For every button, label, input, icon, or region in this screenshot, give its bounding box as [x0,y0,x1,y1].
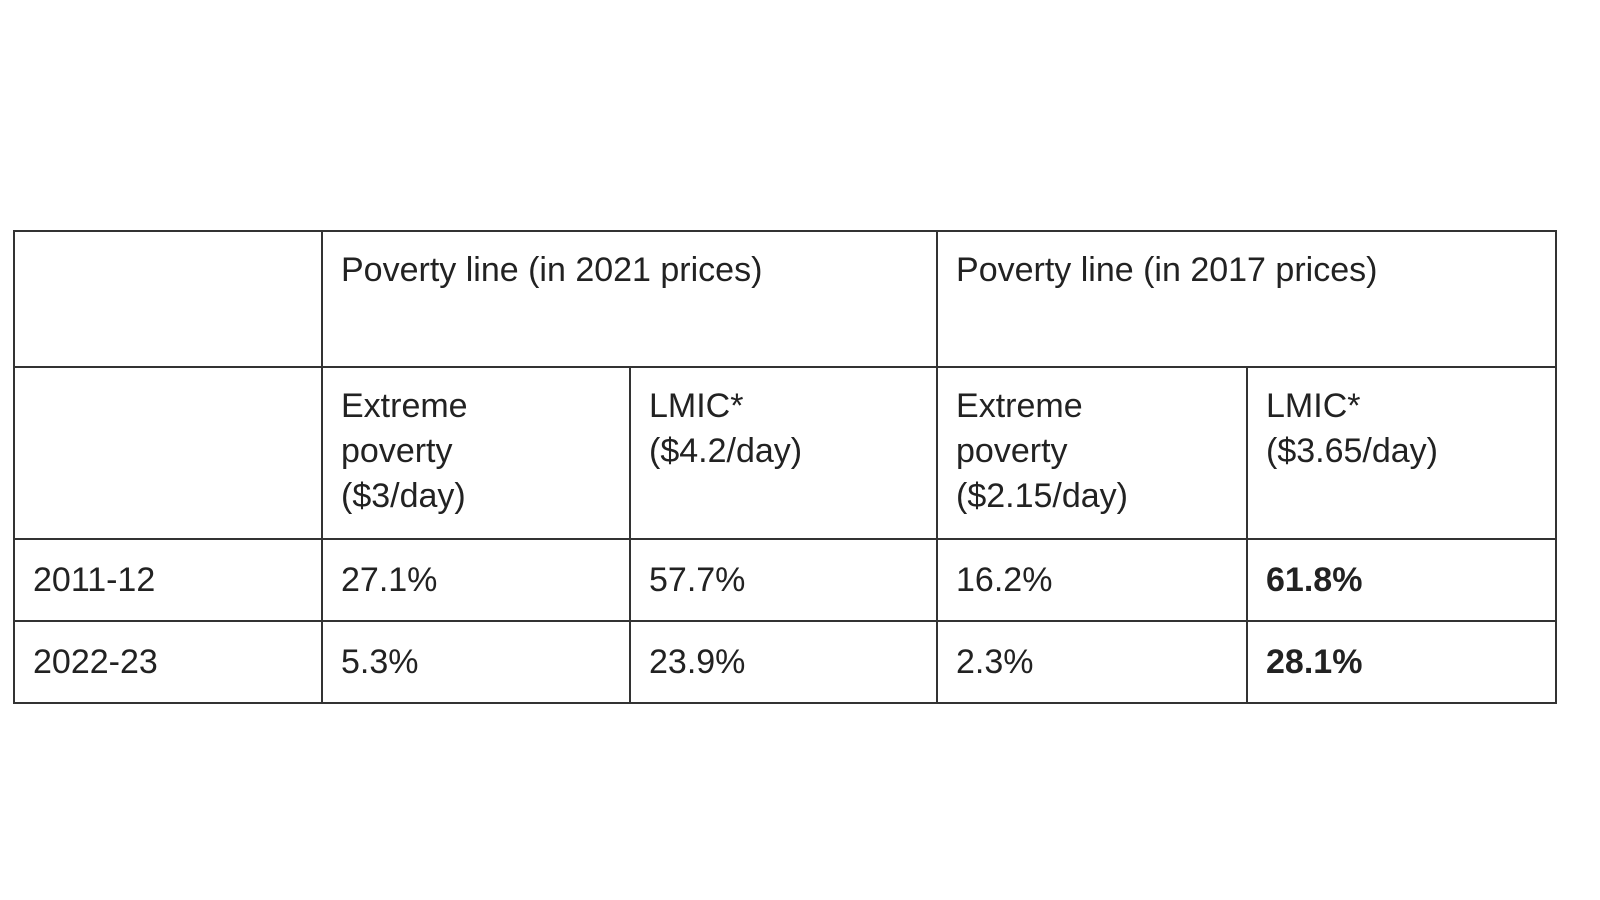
empty-sub-corner-cell [13,366,323,540]
group-header-row: Poverty line (in 2021 prices) Poverty li… [13,230,1558,368]
header-line: poverty [956,432,1068,470]
value-cell: 27.1% [321,538,631,622]
header-2021-prices: Poverty line (in 2021 prices) [320,230,939,368]
year-cell: 2011-12 [13,538,323,622]
sub-header-row: Extreme poverty ($3/day) LMIC* ($4.2/day) E… [13,366,1558,540]
header-line: Extreme [956,387,1083,425]
header-line: ($2.15/day) [956,477,1129,515]
year-cell: 2022-23 [13,620,323,704]
header-line: Extreme [341,387,468,425]
value-cell: 16.2% [936,538,1249,622]
table-row: 2011-12 27.1% 57.7% 16.2% 61.8% [13,538,1558,622]
header-extreme-poverty-2017: Extreme poverty ($2.15/day) [936,366,1249,540]
table-row: 2022-23 5.3% 23.9% 2.3% 28.1% [13,620,1558,704]
header-line: poverty [341,432,453,470]
header-extreme-poverty-2021: Extreme poverty ($3/day) [321,366,631,540]
value-cell: 23.9% [628,620,939,704]
header-line: ($3.65/day) [1266,432,1439,470]
empty-corner-cell [13,230,323,368]
value-cell: 2.3% [936,620,1249,704]
value-cell-bold: 61.8% [1246,538,1558,622]
header-lmic-2021: LMIC* ($4.2/day) [628,366,939,540]
header-line: LMIC* [649,387,744,425]
header-line: ($3/day) [341,477,466,515]
poverty-table: Poverty line (in 2021 prices) Poverty li… [13,230,1558,704]
header-2017-prices: Poverty line (in 2017 prices) [936,230,1558,368]
value-cell-bold: 28.1% [1246,620,1558,704]
value-cell: 5.3% [321,620,631,704]
value-cell: 57.7% [628,538,939,622]
header-line: LMIC* [1266,387,1361,425]
header-line: ($4.2/day) [649,432,803,470]
header-lmic-2017: LMIC* ($3.65/day) [1246,366,1558,540]
